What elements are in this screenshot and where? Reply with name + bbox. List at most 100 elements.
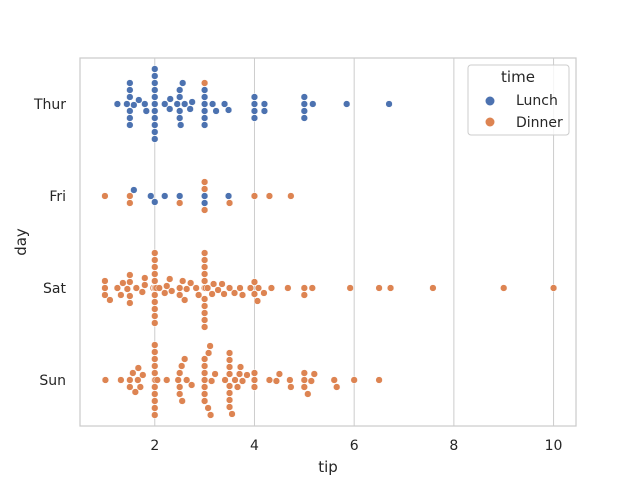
point-sun-dinner-18 bbox=[151, 348, 159, 356]
point-sat-dinner-26 bbox=[151, 249, 159, 257]
point-sat-dinner-60 bbox=[209, 280, 218, 288]
point-sun-dinner-17 bbox=[151, 404, 159, 412]
point-thur-lunch-62 bbox=[385, 100, 393, 108]
point-thur-lunch-42 bbox=[200, 114, 209, 122]
point-sat-dinner-84 bbox=[549, 284, 558, 292]
point-fri-lunch-4 bbox=[147, 192, 155, 200]
point-sun-dinner-59 bbox=[235, 370, 244, 378]
point-thur-lunch-18 bbox=[151, 79, 159, 87]
point-sun-dinner-12 bbox=[151, 369, 159, 377]
point-sun-dinner-26 bbox=[176, 383, 184, 391]
point-thur-lunch-52 bbox=[250, 93, 259, 101]
x-tick-label-8: 8 bbox=[449, 438, 458, 454]
point-thur-lunch-49 bbox=[224, 106, 233, 114]
point-fri-lunch-6 bbox=[161, 192, 169, 200]
point-thur-lunch-44 bbox=[200, 121, 209, 129]
point-fri-dinner-1 bbox=[126, 192, 134, 200]
point-sun-dinner-60 bbox=[236, 363, 245, 371]
point-thur-lunch-16 bbox=[151, 86, 159, 94]
point-sun-dinner-25 bbox=[174, 376, 182, 384]
x-tick-label-2: 2 bbox=[150, 438, 159, 454]
point-sun-dinner-1 bbox=[117, 376, 125, 384]
point-fri-lunch-10 bbox=[200, 199, 209, 207]
point-thur-lunch-20 bbox=[151, 72, 159, 80]
point-thur-lunch-54 bbox=[260, 100, 269, 108]
point-sun-dinner-11 bbox=[151, 383, 159, 391]
point-sat-dinner-24 bbox=[151, 256, 159, 264]
point-sat-dinner-39 bbox=[179, 277, 187, 285]
point-sat-dinner-46 bbox=[200, 277, 209, 285]
point-sat-dinner-72 bbox=[254, 284, 263, 292]
point-thur-lunch-58 bbox=[300, 93, 308, 101]
point-thur-lunch-60 bbox=[309, 100, 317, 108]
point-sun-dinner-61 bbox=[238, 377, 247, 385]
point-thur-lunch-56 bbox=[300, 100, 308, 108]
point-sat-dinner-21 bbox=[151, 305, 159, 313]
point-sat-dinner-8 bbox=[126, 278, 134, 286]
point-thur-lunch-26 bbox=[161, 100, 169, 108]
point-thur-lunch-48 bbox=[220, 100, 229, 108]
data-points bbox=[101, 65, 558, 419]
point-thur-lunch-27 bbox=[166, 105, 174, 113]
point-sat-dinner-6 bbox=[119, 279, 127, 287]
point-sun-dinner-55 bbox=[225, 349, 234, 357]
point-sun-dinner-74 bbox=[304, 390, 312, 398]
point-sun-dinner-54 bbox=[225, 403, 234, 411]
point-sun-dinner-49 bbox=[225, 370, 234, 378]
point-sat-dinner-69 bbox=[250, 290, 259, 298]
point-thur-lunch-32 bbox=[176, 114, 184, 122]
point-sat-dinner-35 bbox=[166, 275, 174, 283]
point-sat-dinner-63 bbox=[220, 290, 228, 298]
point-sat-dinner-12 bbox=[132, 284, 140, 292]
point-sat-dinner-71 bbox=[253, 297, 262, 305]
point-sat-dinner-7 bbox=[123, 285, 132, 293]
point-sat-dinner-51 bbox=[200, 309, 209, 317]
point-sun-dinner-80 bbox=[375, 376, 383, 384]
point-sun-dinner-48 bbox=[225, 382, 234, 390]
point-sat-dinner-53 bbox=[200, 316, 209, 324]
point-sun-dinner-0 bbox=[101, 376, 110, 384]
point-sat-dinner-14 bbox=[141, 281, 149, 289]
point-sun-dinner-57 bbox=[231, 376, 239, 384]
point-sat-dinner-15 bbox=[141, 274, 149, 282]
point-sun-dinner-67 bbox=[272, 377, 281, 385]
point-sun-dinner-51 bbox=[225, 363, 234, 371]
point-sat-dinner-40 bbox=[181, 296, 189, 304]
legend-marker-dinner bbox=[485, 117, 495, 127]
point-sat-dinner-20 bbox=[151, 270, 159, 278]
point-sun-dinner-68 bbox=[275, 370, 284, 378]
point-sat-dinner-76 bbox=[300, 284, 308, 292]
point-sun-dinner-47 bbox=[221, 376, 229, 384]
point-sat-dinner-44 bbox=[194, 291, 203, 299]
point-sat-dinner-0 bbox=[101, 284, 109, 292]
point-thur-lunch-0 bbox=[113, 100, 122, 108]
point-sun-dinner-53 bbox=[225, 356, 234, 364]
point-thur-lunch-47 bbox=[212, 107, 220, 115]
point-sat-dinner-18 bbox=[151, 277, 159, 285]
point-sat-dinner-55 bbox=[200, 323, 209, 331]
point-thur-lunch-29 bbox=[173, 100, 181, 108]
x-tick-labels: 2 4 6 8 10 bbox=[150, 438, 562, 454]
point-sun-dinner-30 bbox=[178, 397, 186, 405]
point-sun-dinner-50 bbox=[225, 389, 234, 397]
point-sun-dinner-43 bbox=[206, 342, 214, 350]
point-sun-dinner-9 bbox=[139, 371, 147, 379]
point-sat-dinner-82 bbox=[429, 284, 437, 292]
legend-label-dinner: Dinner bbox=[516, 115, 563, 131]
point-sat-dinner-65 bbox=[230, 289, 239, 297]
point-sat-dinner-11 bbox=[126, 299, 134, 307]
point-thur-lunch-37 bbox=[186, 105, 194, 113]
point-sun-dinner-8 bbox=[136, 383, 144, 391]
point-sun-dinner-44 bbox=[206, 411, 215, 419]
point-sun-dinner-38 bbox=[200, 362, 209, 370]
point-thur-lunch-61 bbox=[343, 100, 351, 108]
point-sun-dinner-42 bbox=[204, 349, 213, 357]
point-sat-dinner-48 bbox=[200, 270, 209, 278]
point-fri-dinner-2 bbox=[126, 199, 134, 207]
y-axis-label: day bbox=[12, 228, 30, 256]
point-sat-dinner-43 bbox=[192, 284, 200, 292]
point-sun-dinner-69 bbox=[286, 376, 294, 384]
point-sun-dinner-45 bbox=[207, 377, 216, 385]
point-fri-dinner-11 bbox=[200, 185, 209, 193]
legend-title: time bbox=[501, 68, 535, 86]
